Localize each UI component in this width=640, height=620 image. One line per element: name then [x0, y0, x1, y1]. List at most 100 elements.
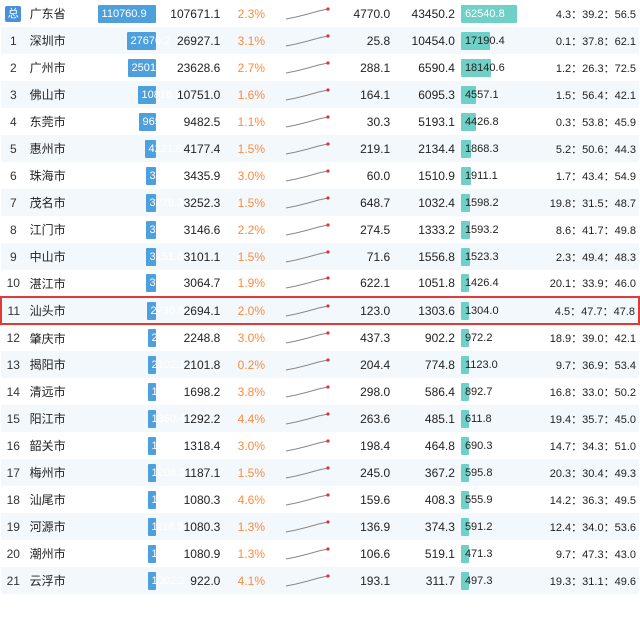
sparkline-cell [268, 162, 335, 189]
table-row: 18汕尾市1123.81080.34.6% 159.6408.3555.914.… [1, 486, 639, 513]
city-cell: 揭阳市 [26, 351, 87, 378]
percent-cell: 3.8% [223, 378, 268, 405]
sparkline-cell [268, 216, 335, 243]
col6-cell: 6095.3 [393, 81, 458, 108]
col6-cell: 586.4 [393, 378, 458, 405]
percent-cell: 2.2% [223, 216, 268, 243]
col6-cell: 311.7 [393, 567, 458, 594]
col5-cell: 25.8 [335, 27, 393, 54]
rank-cell: 1 [1, 27, 26, 54]
table-row: 21云浮市1002.2922.04.1% 193.1311.7497.319.3… [1, 567, 639, 594]
percent-cell: 3.0% [223, 324, 268, 351]
sparkline-cell [268, 405, 335, 432]
sparkline-cell [268, 513, 335, 540]
rank-cell: 16 [1, 432, 26, 459]
sparkline-cell [268, 81, 335, 108]
col7-bar: 690.3 [458, 432, 527, 459]
ratio-cell: 18.9：39.0：42.1 [527, 324, 639, 351]
city-cell: 湛江市 [26, 270, 87, 297]
col6-cell: 43450.2 [393, 0, 458, 27]
ratio-cell: 1.2：26.3：72.5 [527, 54, 639, 81]
ratio-cell: 4.3：39.2：56.5 [527, 0, 639, 27]
city-cell: 肇庆市 [26, 324, 87, 351]
table-row: 5惠州市4221.84177.41.5% 219.12134.41868.35.… [1, 135, 639, 162]
value1-bar: 110760.9 [87, 0, 159, 27]
percent-cell: 2.3% [223, 0, 268, 27]
sparkline-cell [268, 540, 335, 567]
ratio-cell: 12.4：34.0：53.6 [527, 513, 639, 540]
col5-cell: 648.7 [335, 189, 393, 216]
ratio-cell: 19.3：31.1：49.6 [527, 567, 639, 594]
col6-cell: 1051.8 [393, 270, 458, 297]
percent-cell: 1.6% [223, 81, 268, 108]
city-cell: 惠州市 [26, 135, 87, 162]
col5-cell: 263.6 [335, 405, 393, 432]
col6-cell: 6590.4 [393, 54, 458, 81]
rank-cell: 17 [1, 459, 26, 486]
sparkline-cell [268, 486, 335, 513]
city-cell: 汕头市 [26, 297, 87, 324]
sparkline-cell [268, 243, 335, 270]
col7-bar: 1911.1 [458, 162, 527, 189]
city-cell: 梅州市 [26, 459, 87, 486]
col7-bar: 4426.8 [458, 108, 527, 135]
value1-bar: 3481.9 [87, 162, 159, 189]
sparkline-cell [268, 189, 335, 216]
ratio-cell: 19.4：35.7：45.0 [527, 405, 639, 432]
sparkline-cell [268, 378, 335, 405]
value1-bar: 1353.5 [87, 432, 159, 459]
col6-cell: 774.8 [393, 351, 458, 378]
col6-cell: 464.8 [393, 432, 458, 459]
rank-cell: 3 [1, 81, 26, 108]
city-cell: 佛山市 [26, 81, 87, 108]
gdp-table: 总广东省110760.9107671.12.3% 4770.043450.262… [0, 0, 640, 594]
value1-bar: 3100.2 [87, 270, 159, 297]
col7-bar: 611.8 [458, 405, 527, 432]
sparkline-cell [268, 27, 335, 54]
col5-cell: 4770.0 [335, 0, 393, 27]
col5-cell: 204.4 [335, 351, 393, 378]
col6-cell: 485.1 [393, 405, 458, 432]
ratio-cell: 8.6：41.7：49.8 [527, 216, 639, 243]
col5-cell: 159.6 [335, 486, 393, 513]
col7-bar: 892.7 [458, 378, 527, 405]
value1-bar: 1097.0 [87, 540, 159, 567]
col7-bar: 1304.0 [458, 297, 527, 324]
value1-bar: 2311.7 [87, 324, 159, 351]
rank-cell: 4 [1, 108, 26, 135]
table-row: 11汕头市2730.62694.12.0% 123.01303.61304.04… [1, 297, 639, 324]
col5-cell: 71.6 [335, 243, 393, 270]
table-row: 2广州市25019.123628.62.7% 288.16590.418140.… [1, 54, 639, 81]
rank-cell: 总 [1, 0, 26, 27]
percent-cell: 1.9% [223, 270, 268, 297]
rank-cell: 12 [1, 324, 26, 351]
table-row: 20潮州市1097.01080.91.3% 106.6519.1471.39.7… [1, 540, 639, 567]
rank-cell: 8 [1, 216, 26, 243]
percent-cell: 3.1% [223, 27, 268, 54]
ratio-cell: 4.5：47.7：47.8 [527, 297, 639, 324]
col5-cell: 274.5 [335, 216, 393, 243]
col6-cell: 408.3 [393, 486, 458, 513]
col5-cell: 622.1 [335, 270, 393, 297]
city-cell: 广州市 [26, 54, 87, 81]
rank-cell: 6 [1, 162, 26, 189]
col5-cell: 123.0 [335, 297, 393, 324]
col6-cell: 367.2 [393, 459, 458, 486]
col6-cell: 2134.4 [393, 135, 458, 162]
table-row: 6珠海市3481.93435.93.0% 60.01510.91911.11.7… [1, 162, 639, 189]
value1-bar: 1118.5 [87, 513, 159, 540]
value1-bar: 9650.2 [87, 108, 159, 135]
col6-cell: 1303.6 [393, 297, 458, 324]
table-row: 3佛山市10816.510751.01.6% 164.16095.34557.1… [1, 81, 639, 108]
city-cell: 珠海市 [26, 162, 87, 189]
col7-bar: 972.2 [458, 324, 527, 351]
sparkline-cell [268, 324, 335, 351]
percent-cell: 3.0% [223, 162, 268, 189]
city-cell: 河源市 [26, 513, 87, 540]
value1-bar: 25019.1 [87, 54, 159, 81]
col6-cell: 10454.0 [393, 27, 458, 54]
table-row: 7茂名市3279.33252.31.5% 648.71032.41598.219… [1, 189, 639, 216]
col7-bar: 591.2 [458, 513, 527, 540]
col5-cell: 288.1 [335, 54, 393, 81]
col7-bar: 18140.6 [458, 54, 527, 81]
